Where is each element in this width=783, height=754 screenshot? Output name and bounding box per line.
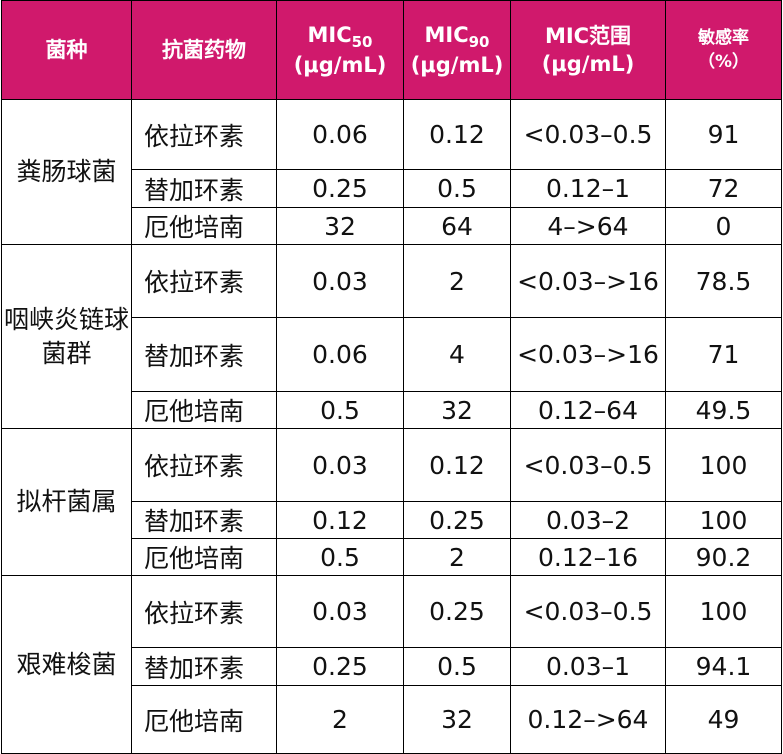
header-mic90-subscript: 90	[468, 33, 490, 51]
table-row: 艰难梭菌 依拉环素 0.03 0.25 <0.03–0.5 100	[1, 575, 782, 754]
table-row: 替加环素 0.12 0.25 0.03–2 100	[2, 501, 782, 539]
mic50-cell: 0.25	[276, 169, 404, 208]
mic90-cell: 64	[403, 207, 511, 245]
species-cell: 粪肠球菌	[1, 99, 132, 245]
species-cell: 拟杆菌属	[1, 428, 132, 576]
header-sensitivity-label: 敏感率	[698, 28, 749, 48]
mic-range-cell: <0.03–>16	[510, 317, 666, 392]
table-row: 咽峡炎链球菌群 依拉环素 0.03 2 <0.03–>16 78.5	[1, 244, 782, 429]
drug-cell: 厄他培南	[131, 538, 277, 576]
sensitivity-cell: 0	[665, 207, 782, 245]
mic-range-cell: 0.12–>64	[510, 685, 666, 754]
header-species: 菌种	[1, 0, 132, 100]
mic90-cell: 4	[403, 317, 511, 392]
mic90-cell: 2	[403, 538, 511, 576]
drug-cell: 依拉环素	[131, 244, 277, 318]
mic90-cell: 0.5	[403, 169, 511, 208]
mic50-cell: 0.5	[276, 538, 404, 576]
drug-cell: 厄他培南	[131, 391, 277, 429]
mic90-cell: 0.12	[403, 99, 511, 170]
mic50-cell: 0.03	[276, 244, 404, 318]
mic-range-cell: <0.03–0.5	[510, 99, 666, 170]
mic-range-cell: 0.03–1	[510, 647, 666, 686]
mic50-cell: 0.12	[276, 501, 404, 539]
header-mic-range: MIC范围 (μg/mL)	[510, 0, 666, 100]
mic50-cell: 0.5	[276, 391, 404, 429]
drug-cell: 厄他培南	[131, 685, 277, 754]
drug-cell: 厄他培南	[131, 207, 277, 245]
sensitivity-cell: 100	[665, 501, 782, 539]
table-row: 替加环素 0.25 0.5 0.03–1 94.1	[2, 647, 782, 686]
table-row: 厄他培南 0.5 2 0.12–16 90.2	[2, 538, 782, 576]
header-row: 菌种 抗菌药物 MIC50 (μg/mL) MIC90 (μg/mL) MIC范…	[1, 0, 782, 100]
header-mic50-unit: (μg/mL)	[293, 53, 387, 77]
mic90-cell: 0.25	[403, 575, 511, 648]
sensitivity-cell: 71	[665, 317, 782, 392]
header-mic-range-label: MIC范围	[544, 24, 632, 48]
header-sensitivity-unit: （%）	[697, 52, 750, 72]
mic50-cell: 32	[276, 207, 404, 245]
mic50-cell: 0.03	[276, 428, 404, 502]
sensitivity-cell: 100	[665, 428, 782, 502]
mic-range-cell: 4–>64	[510, 207, 666, 245]
header-mic50-subscript: 50	[351, 33, 373, 51]
mic50-cell: 0.25	[276, 647, 404, 686]
mic50-cell: 0.06	[276, 99, 404, 170]
table-row: 粪肠球菌 依拉环素 0.06 0.12 <0.03–0.5 91	[1, 99, 782, 245]
sensitivity-cell: 100	[665, 575, 782, 648]
mic90-cell: 32	[403, 685, 511, 754]
drug-cell: 依拉环素	[131, 428, 277, 502]
mic50-cell: 2	[276, 685, 404, 754]
header-drug: 抗菌药物	[131, 0, 277, 100]
mic-range-cell: 0.12–16	[510, 538, 666, 576]
mic90-cell: 2	[403, 244, 511, 318]
drug-cell: 依拉环素	[131, 575, 277, 648]
table-row: 替加环素 0.06 4 <0.03–>16 71	[2, 317, 782, 392]
sensitivity-cell: 90.2	[665, 538, 782, 576]
table-row: 拟杆菌属 依拉环素 0.03 0.12 <0.03–0.5 100	[1, 428, 782, 576]
mic-range-cell: 0.12–1	[510, 169, 666, 208]
species-cell: 咽峡炎链球菌群	[1, 244, 132, 429]
header-mic50-label: MIC	[307, 23, 352, 47]
sensitivity-cell: 94.1	[665, 647, 782, 686]
sensitivity-cell: 49	[665, 685, 782, 754]
species-cell: 艰难梭菌	[1, 575, 132, 754]
mic90-cell: 32	[403, 391, 511, 429]
mic-range-cell: 0.12–64	[510, 391, 666, 429]
mic-range-cell: <0.03–0.5	[510, 428, 666, 502]
sensitivity-cell: 78.5	[665, 244, 782, 318]
mic90-cell: 0.12	[403, 428, 511, 502]
sensitivity-cell: 72	[665, 169, 782, 208]
mic90-cell: 0.25	[403, 501, 511, 539]
mic90-cell: 0.5	[403, 647, 511, 686]
table-row: 厄他培南 2 32 0.12–>64 49	[2, 685, 782, 754]
header-mic50: MIC50 (μg/mL)	[276, 0, 404, 100]
drug-cell: 替加环素	[131, 647, 277, 686]
header-mic-range-unit: (μg/mL)	[541, 52, 635, 76]
mic50-cell: 0.03	[276, 575, 404, 648]
drug-cell: 替加环素	[131, 501, 277, 539]
mic50-cell: 0.06	[276, 317, 404, 392]
mic-range-cell: 0.03–2	[510, 501, 666, 539]
mic-range-cell: <0.03–>16	[510, 244, 666, 318]
sensitivity-cell: 91	[665, 99, 782, 170]
drug-cell: 替加环素	[131, 317, 277, 392]
drug-cell: 替加环素	[131, 169, 277, 208]
drug-cell: 依拉环素	[131, 99, 277, 170]
header-mic90-unit: (μg/mL)	[410, 53, 504, 77]
sensitivity-cell: 49.5	[665, 391, 782, 429]
header-mic90-label: MIC	[424, 23, 469, 47]
mic-range-cell: <0.03–0.5	[510, 575, 666, 648]
header-sensitivity: 敏感率 （%）	[665, 0, 782, 100]
header-mic90: MIC90 (μg/mL)	[403, 0, 511, 100]
table-row: 厄他培南 0.5 32 0.12–64 49.5	[2, 391, 782, 429]
